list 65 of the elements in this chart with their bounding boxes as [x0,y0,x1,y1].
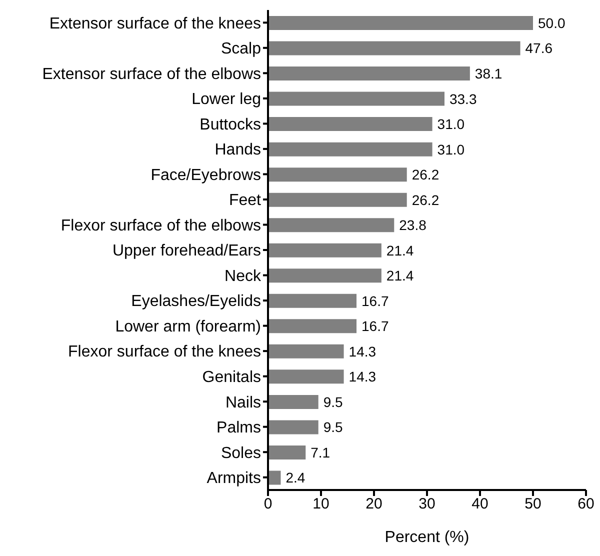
data-label: 31.0 [437,116,465,132]
bar [268,92,444,106]
bar [268,192,407,207]
data-label: 9.5 [323,419,344,436]
data-label: 26.2 [412,192,440,208]
data-label: 9.5 [323,394,344,410]
bar [268,243,382,258]
y-tick-label: Nails [225,394,261,412]
y-tick-label: Extensor surface of the elbows [42,66,261,83]
x-tick-label: 10 [312,496,330,513]
bar [268,268,382,283]
data-label: 14.3 [348,343,376,360]
data-label: 23.8 [399,217,427,234]
y-tick-label: Lower leg [192,91,261,108]
y-tick-label: Palms [216,420,261,437]
bar [268,319,357,334]
y-tick-label: Soles [220,444,261,462]
y-tick-label: Armpits [206,470,261,488]
x-tick-label: 20 [366,496,382,513]
x-tick-label: 30 [418,496,436,513]
data-label: 21.4 [386,242,414,258]
x-tick-label: 0 [264,496,272,513]
bar [268,470,281,485]
y-tick-label: Flexor surface of the knees [68,344,261,361]
x-axis-title: Percent (%) [384,529,470,546]
bar [268,394,318,409]
x-tick-label: 50 [524,496,542,513]
y-tick-label: Eyelashes/Eyelids [131,293,261,310]
y-tick-label: Genitals [202,368,261,386]
bar [268,370,344,384]
y-tick-label: Extensor surface of the knees [49,15,261,32]
y-tick-label: Neck [224,268,262,285]
data-label: 38.1 [474,65,502,82]
bar [268,344,344,358]
bar [268,168,407,182]
data-label: 14.3 [348,368,376,385]
bar [268,117,432,132]
y-tick-label: Buttocks [200,116,261,134]
bar [268,445,306,460]
x-tick-label: 60 [578,496,594,513]
data-label: 50.0 [538,14,566,31]
data-label: 16.7 [362,292,389,309]
data-label: 31.0 [437,141,465,158]
bar [268,142,432,156]
y-tick-label: Lower arm (forearm) [115,318,261,336]
y-tick-label: Flexor surface of the elbows [60,217,261,234]
bar [268,420,318,434]
y-tick-label: Scalp [220,40,262,58]
y-tick-label: Feet [228,192,262,210]
bar [268,41,520,56]
data-label: 26.2 [412,166,440,183]
y-tick-label: Upper forehead/Ears [112,242,261,260]
data-label: 47.6 [525,40,553,56]
bar [268,66,470,81]
x-tick-label: 40 [472,496,488,513]
bar [268,218,394,232]
bar [268,294,357,308]
data-label: 21.4 [386,268,414,284]
y-tick-label: Face/Eyebrows [150,166,261,184]
data-label: 33.3 [449,90,477,107]
bar [268,16,533,30]
y-tick-label: Hands [214,142,261,159]
data-label: 16.7 [362,318,389,334]
data-label: 7.1 [310,444,330,460]
data-label: 2.4 [286,470,306,486]
